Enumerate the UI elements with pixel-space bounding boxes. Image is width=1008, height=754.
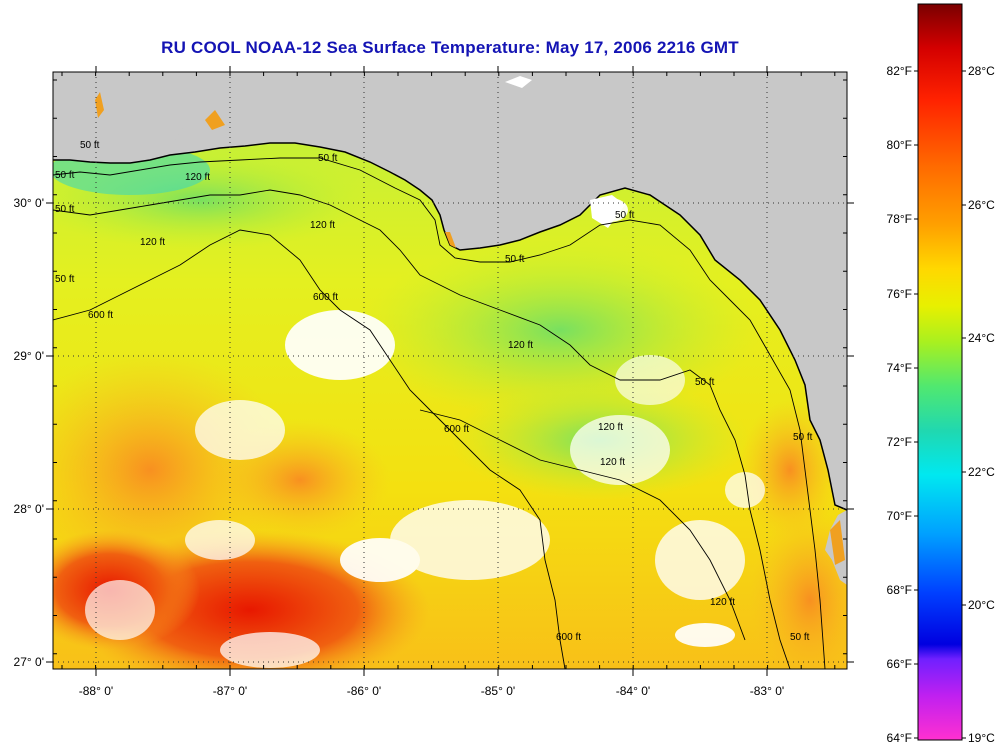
contour-label: 120 ft [140, 237, 165, 248]
longitude-tick-label: -85° 0' [481, 684, 515, 698]
latitude-tick-label: 30° 0' [14, 196, 44, 210]
contour-label: 120 ft [508, 340, 533, 351]
contour-label: 50 ft [318, 153, 338, 164]
warm-estuary [95, 92, 845, 565]
contour-label: 600 ft [444, 424, 469, 435]
latitude-tick-label: 29° 0' [14, 349, 44, 363]
celsius-tick-label: 19°C [968, 731, 995, 745]
contour-label: 50 ft [55, 204, 75, 215]
contour-label: 120 ft [598, 422, 623, 433]
celsius-tick-label: 22°C [968, 465, 995, 479]
contour-label: 600 ft [88, 310, 113, 321]
latitude-tick-label: 27° 0' [14, 655, 44, 669]
latitude-axis: 30° 0' 29° 0' 28° 0' 27° 0' [14, 196, 44, 669]
fahrenheit-tick-label: 78°F [887, 212, 912, 226]
contour-label: 50 ft [55, 274, 75, 285]
land-mass [53, 72, 320, 163]
bathymetry-contours [53, 157, 826, 669]
colorbar-gradient [917, 3, 963, 741]
longitude-tick-label: -84° 0' [616, 684, 650, 698]
contour-label: 50 ft [790, 632, 810, 643]
colorbar-fahrenheit-labels: 82°F 80°F 78°F 76°F 74°F 72°F 70°F 68°F … [887, 64, 912, 745]
celsius-tick-label: 26°C [968, 198, 995, 212]
fahrenheit-tick-label: 80°F [887, 138, 912, 152]
fahrenheit-tick-label: 74°F [887, 361, 912, 375]
celsius-tick-label: 28°C [968, 64, 995, 78]
fahrenheit-tick-label: 66°F [887, 657, 912, 671]
longitude-tick-label: -88° 0' [79, 684, 113, 698]
colorbar-ticks [914, 70, 966, 739]
longitude-tick-label: -86° 0' [347, 684, 381, 698]
colorbar-celsius-labels: 28°C 26°C 24°C 22°C 20°C 19°C [968, 64, 995, 745]
contour-label: 120 ft [600, 457, 625, 468]
contour-label: 50 ft [793, 432, 813, 443]
map-frame [52, 71, 848, 670]
latitude-tick-label: 28° 0' [14, 502, 44, 516]
contour-label: 600 ft [556, 632, 581, 643]
temperature-colorbar: 82°F 80°F 78°F 76°F 74°F 72°F 70°F 68°F … [887, 3, 995, 745]
warm-water-area [740, 400, 840, 540]
contour-label: 50 ft [695, 377, 715, 388]
fahrenheit-tick-label: 82°F [887, 64, 912, 78]
longitude-tick-label: -83° 0' [750, 684, 784, 698]
longitude-axis: -88° 0' -87° 0' -86° 0' -85° 0' -84° 0' … [79, 684, 784, 698]
contour-label: 120 ft [185, 172, 210, 183]
contour-labels: 50 ft 50 ft 50 ft 50 ft 50 ft 50 ft 50 f… [55, 140, 813, 643]
longitude-tick-label: -87° 0' [213, 684, 247, 698]
map-title: RU COOL NOAA-12 Sea Surface Temperature:… [161, 38, 739, 57]
fahrenheit-tick-label: 68°F [887, 583, 912, 597]
contour-label: 50 ft [615, 210, 635, 221]
fahrenheit-tick-label: 64°F [887, 731, 912, 745]
warm-water-area [750, 510, 847, 669]
contour-label: 600 ft [313, 292, 338, 303]
contour-label: 120 ft [310, 220, 335, 231]
contour-label: 50 ft [80, 140, 100, 151]
fahrenheit-tick-label: 70°F [887, 509, 912, 523]
coastline [53, 142, 847, 511]
celsius-tick-label: 24°C [968, 331, 995, 345]
contour-label: 50 ft [505, 254, 525, 265]
fahrenheit-tick-label: 72°F [887, 435, 912, 449]
map-plot-area: 50 ft 50 ft 50 ft 50 ft 50 ft 50 ft 50 f… [53, 72, 847, 669]
celsius-tick-label: 20°C [968, 598, 995, 612]
axis-ticks [46, 66, 854, 676]
contour-label: 50 ft [55, 170, 75, 181]
land-mass [53, 72, 847, 510]
contour-label: 120 ft [710, 597, 735, 608]
fahrenheit-tick-label: 76°F [887, 287, 912, 301]
